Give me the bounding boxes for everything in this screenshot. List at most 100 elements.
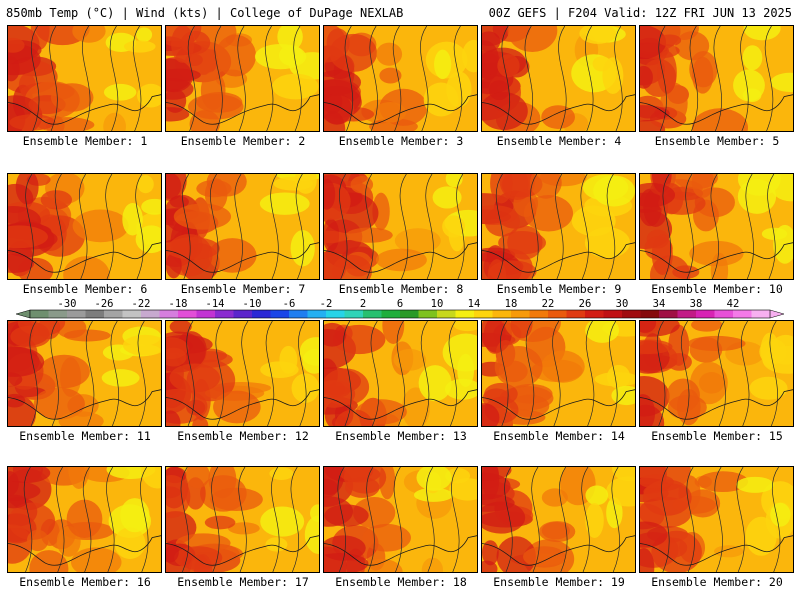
colorbar-tick-label: 30 [616,298,629,310]
temperature-contour-fill [33,387,85,420]
colorbar-swatch [122,310,142,318]
temperature-contour-fill [169,363,220,393]
ensemble-member-label: Ensemble Member: 19 [493,575,625,589]
temperature-contour-fill [449,478,477,501]
ensemble-member-map [481,466,636,573]
temperature-contour-fill [423,82,459,117]
height-contour-line [680,321,690,426]
run-valid-time: 00Z GEFS | F204 Valid: 12Z FRI JUN 13 20… [488,6,792,20]
temperature-contour-fill [666,378,700,412]
colorbar-tick-label: -14 [206,298,225,310]
temperature-contour-fill [691,174,715,198]
colorbar-swatch [455,310,475,318]
temperature-contour-fill [254,43,307,70]
temperature-contour-fill [529,174,562,199]
ensemble-member-map [7,25,162,132]
height-contour-line [614,26,623,131]
colorbar-tick-label: 38 [690,298,703,310]
colorbar-tick-label: 18 [505,298,518,310]
temperature-contour-fill [63,329,111,342]
temperature-contour-fill [166,237,220,260]
temperature-contour-fill [259,192,310,215]
temperature-contour-fill [651,234,673,275]
temperature-contour-fill [8,467,51,483]
ensemble-member-map [165,173,320,280]
height-contour-line [29,321,38,426]
temperature-contour-fill [188,554,211,572]
colorbar-tick-label: 42 [727,298,740,310]
height-contour-line [689,26,699,131]
colorbar-swatch [585,310,604,318]
temperature-contour-fill [166,174,182,199]
temperature-contour-fill [497,54,520,78]
height-contour-line [501,26,510,131]
height-contour-line [393,467,403,572]
height-contour-line [769,321,778,426]
temperature-contour-fill [8,346,45,377]
temperature-contour-fill [606,476,635,507]
temperature-contour-fill [324,368,370,406]
colorbar-tick-label: -18 [169,298,188,310]
temperature-contour-fill [26,529,49,552]
temperature-contour-fill [324,322,347,347]
colorbar-outline [29,309,771,319]
ensemble-member-label: Ensemble Member: 9 [496,282,622,296]
ensemble-member-label: Ensemble Member: 11 [19,429,151,443]
colorbar-swatch [67,310,86,318]
colorbar-swatch [344,310,364,318]
colorbar-swatch [640,310,660,318]
colorbar-swatch [159,310,179,318]
height-contour-line [338,174,348,279]
colorbar-swatch [233,310,253,318]
temperature-field [482,174,635,279]
temperature-contour-fill [137,175,154,194]
ensemble-member-map [323,320,478,427]
colorbar-tick-label: -6 [283,298,296,310]
ensemble-member-label: Ensemble Member: 10 [651,282,783,296]
temperature-contour-fill [523,546,566,568]
temperature-contour-fill [171,26,195,63]
temperature-contour-fill [691,108,748,131]
height-contour-line [717,321,726,426]
height-contour-line [234,174,243,279]
colorbar-tick-label: -26 [95,298,114,310]
temperature-contour-fill [416,467,452,491]
temperature-contour-fill [666,353,692,371]
temperature-contour-fill [640,339,673,355]
temperature-contour-fill [585,321,620,343]
temperature-colorbar: -30 -26 -22 -18 -14 -10 -6 -2 2 6 10 14 18 22 26 30 34 38… [15,298,785,319]
height-contour-line [396,321,406,426]
height-contour-line [50,321,59,426]
temperature-contour-fill [585,485,609,506]
height-contour-line [736,467,745,572]
ensemble-member-map [165,466,320,573]
temperature-contour-fill [482,92,528,131]
height-contour-line [23,467,33,572]
temperature-contour-fill [640,321,657,333]
height-contour-line [140,467,149,572]
ensemble-member-label: Ensemble Member: 4 [496,134,622,148]
temperature-contour-fill [8,225,48,249]
colorbar-swatch [566,310,586,318]
temperature-contour-fill [324,467,345,496]
colorbar-swatch [307,310,327,318]
temperature-contour-fill [453,321,477,332]
temperature-contour-fill [482,501,526,534]
height-contour-line [238,467,247,572]
temperature-contour-fill [136,27,153,42]
temperature-contour-fill [401,387,431,426]
temperature-contour-fill [606,497,623,529]
temperature-contour-fill [213,390,261,424]
temperature-contour-fill [742,45,763,71]
height-contour-line [606,174,616,279]
height-contour-line [500,321,509,426]
colorbar-swatch [529,310,549,318]
colorbar-swatch [289,310,308,318]
colorbar-tick-label: 26 [579,298,592,310]
height-contour-line [85,321,95,426]
temperature-contour-fill [444,378,477,400]
temperature-field [8,26,161,131]
temperature-field [482,321,635,426]
temperature-contour-fill [66,499,103,538]
colorbar-tick-label: -30 [58,298,77,310]
